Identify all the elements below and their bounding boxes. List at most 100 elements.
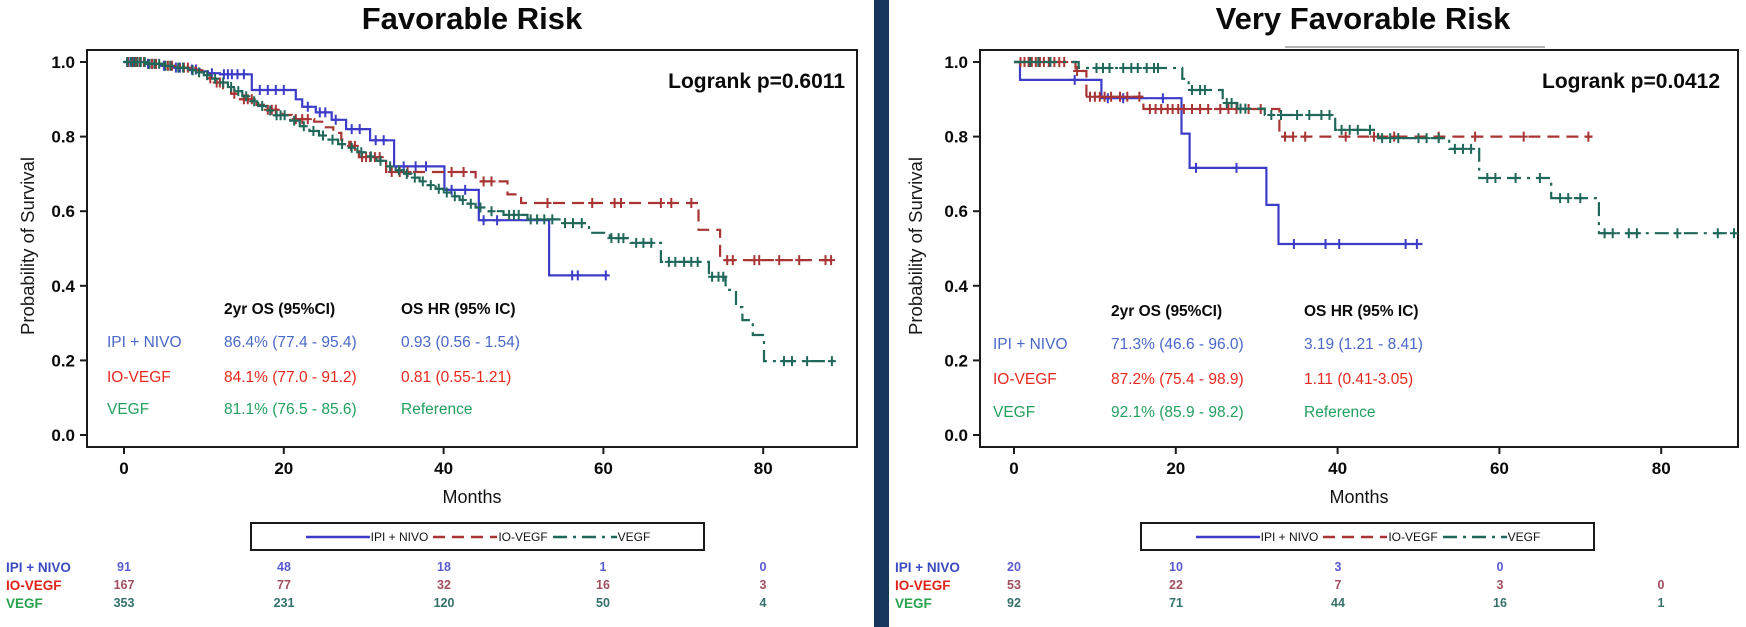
- y-tick-label: 1.0: [51, 53, 75, 72]
- risk-count: 71: [1169, 596, 1183, 610]
- stats-row-label: VEGF: [993, 404, 1036, 421]
- legend-line-sample-icon: [1195, 535, 1260, 538]
- censor-plus-icon: [1026, 57, 1738, 239]
- stats-row-os: 81.1% (76.5 - 85.6): [224, 401, 357, 418]
- km-plot-favorable: 0.0 0.2 0.4 0.6 0.8 1.0 0 20 40 60 80: [51, 49, 858, 478]
- legend-label: IO-VEGF: [1388, 529, 1438, 544]
- risk-count: 44: [1331, 596, 1345, 610]
- y-tick-label: 0.8: [51, 128, 75, 147]
- survival-step-line: [124, 60, 835, 363]
- y-axis-label: Probability of Survival: [905, 157, 926, 335]
- x-tick-label: 40: [1328, 459, 1347, 478]
- stats-header-hr: OS HR (95% IC): [1304, 303, 1419, 320]
- risk-row-label: IPI + NIVO: [895, 560, 960, 575]
- censor-plus-icon: [1070, 74, 1421, 249]
- risk-count: 10: [1169, 560, 1183, 574]
- risk-count: 92: [1007, 596, 1021, 610]
- logrank-annotation: Logrank p=0.6011: [668, 70, 845, 93]
- legend-box: IPI + NIVO IO-VEGF VEGF: [250, 522, 705, 551]
- x-tick-label: 40: [434, 459, 453, 478]
- risk-count: 16: [1493, 596, 1507, 610]
- risk-count: 0: [759, 560, 767, 574]
- x-axis-label: Months: [442, 487, 502, 507]
- risk-row-label: IPI + NIVO: [6, 560, 71, 575]
- legend-line-sample-icon: [433, 535, 498, 538]
- risk-count: 91: [117, 560, 131, 574]
- stats-header-hr: OS HR (95% IC): [401, 301, 516, 318]
- stats-row-hr: 1.11 (0.41-3.05): [1304, 371, 1414, 388]
- x-tick-label: 60: [594, 459, 613, 478]
- legend-label: IPI + NIVO: [370, 529, 429, 544]
- y-tick-label: 0.2: [51, 351, 75, 370]
- y-tick-label: 0.6: [944, 202, 968, 221]
- stats-row-hr: 0.81 (0.55-1.21): [401, 369, 512, 386]
- chart-title-very-favorable: Very Favorable Risk: [1215, 1, 1511, 36]
- y-axis-label: Probability of Survival: [17, 157, 38, 335]
- legend-label: IPI + NIVO: [1260, 529, 1319, 544]
- censor-marks: [1026, 57, 1738, 239]
- legend-item: VEGF: [1442, 530, 1540, 544]
- risk-count: 32: [437, 578, 451, 592]
- risk-count: 231: [273, 596, 295, 610]
- stats-row-hr: 0.93 (0.56 - 1.54): [401, 334, 520, 351]
- km-curve-ipi-nivo: [1014, 60, 1423, 249]
- x-tick-label: 0: [1009, 459, 1018, 478]
- plot-frame: [86, 49, 858, 448]
- stats-row-label: VEGF: [107, 401, 150, 418]
- risk-count: 53: [1007, 578, 1021, 592]
- censor-marks: [123, 57, 836, 367]
- risk-count: 4: [759, 596, 767, 610]
- x-tick-label: 80: [754, 459, 773, 478]
- y-tick-label: 0.0: [944, 426, 968, 445]
- risk-count: 22: [1169, 578, 1183, 592]
- risk-count: 3: [1334, 560, 1342, 574]
- y-tick-label: 1.0: [944, 53, 968, 72]
- risk-count: 1: [599, 560, 607, 574]
- risk-row-label: IO-VEGF: [6, 578, 62, 593]
- legend-box: IPI + NIVO IO-VEGF VEGF: [1140, 522, 1595, 551]
- risk-count: 3: [1496, 578, 1504, 592]
- x-axis-label: Months: [1329, 487, 1389, 507]
- x-tick-label: 80: [1652, 459, 1671, 478]
- stats-row-hr: 3.19 (1.21 - 8.41): [1304, 336, 1423, 353]
- stats-row-os: 84.1% (77.0 - 91.2): [224, 369, 357, 386]
- risk-count: 18: [437, 560, 451, 574]
- survival-step-line: [1014, 60, 1423, 246]
- y-tick-label: 0.4: [51, 277, 75, 296]
- stats-row-os: 71.3% (46.6 - 96.0): [1111, 336, 1244, 353]
- logrank-annotation: Logrank p=0.0412: [1542, 70, 1720, 93]
- km-curve-ipi-nivo: [123, 57, 610, 281]
- y-tick-label: 0.6: [51, 202, 75, 221]
- risk-count: 50: [596, 596, 610, 610]
- risk-row-label: IO-VEGF: [895, 578, 951, 593]
- risk-row-label: VEGF: [895, 596, 932, 611]
- km-curve-vegf: [1014, 57, 1739, 239]
- stats-row-hr: Reference: [1304, 404, 1376, 421]
- y-tick-label: 0.8: [944, 128, 968, 147]
- risk-count: 7: [1334, 578, 1342, 592]
- stats-row-os: 92.1% (85.9 - 98.2): [1111, 404, 1244, 421]
- stats-header-os: 2yr OS (95%CI): [224, 301, 336, 318]
- risk-count: 120: [433, 596, 455, 610]
- censor-plus-icon: [123, 57, 836, 367]
- stats-row-label: IO-VEGF: [107, 369, 171, 386]
- legend-item: IPI + NIVO: [1195, 529, 1319, 544]
- legend-line-sample-icon: [1442, 535, 1507, 538]
- plot-frame: [979, 49, 1739, 448]
- stats-row-label: IPI + NIVO: [107, 334, 182, 351]
- risk-count: 0: [1496, 560, 1504, 574]
- x-tick-label: 0: [119, 459, 128, 478]
- legend-item: VEGF: [552, 530, 650, 544]
- km-plot-very-favorable: 0.0 0.2 0.4 0.6 0.8 1.0 0 20 40 60 80: [944, 46, 1739, 478]
- legend-label: IO-VEGF: [498, 529, 548, 544]
- panel-divider: [874, 0, 889, 627]
- stats-row-os: 86.4% (77.4 - 95.4): [224, 334, 357, 351]
- censor-marks: [1070, 74, 1421, 249]
- stats-row-hr: Reference: [401, 401, 473, 418]
- risk-count: 0: [1657, 578, 1665, 592]
- risk-count: 48: [277, 560, 291, 574]
- x-tick-label: 20: [1166, 459, 1185, 478]
- survival-step-line: [124, 60, 609, 277]
- risk-count: 167: [113, 578, 135, 592]
